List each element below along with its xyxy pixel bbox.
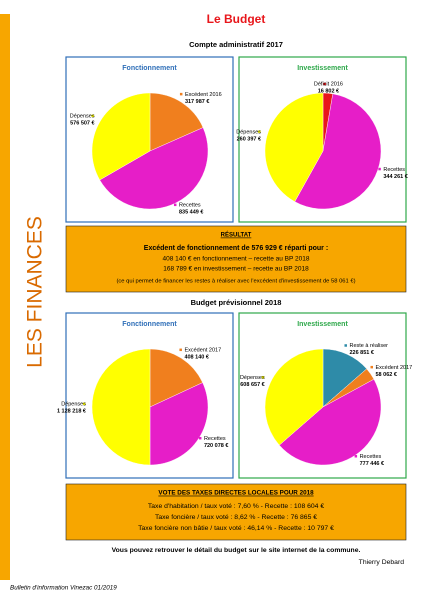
tax-line: Taxe d'habitation / taux voté : 7,60 % -… <box>148 503 324 510</box>
chart-title: Fonctionnement <box>122 321 177 328</box>
bulletin: Bulletin d'information Vinezac 01/2019 <box>10 585 117 592</box>
slice-value: 260 397 € <box>237 136 261 142</box>
pie-slice <box>149 348 203 408</box>
legend-swatch <box>370 365 374 369</box>
result-title: RÉSULTAT <box>221 231 252 239</box>
legend-swatch <box>83 402 86 405</box>
slice-value: 835 449 € <box>179 210 203 216</box>
slice-value: 58 062 € <box>376 372 397 378</box>
pie-slice <box>264 348 324 446</box>
section-title: Compte administratif 2017 <box>189 40 283 49</box>
legend-swatch <box>198 436 202 440</box>
slice-label: Reste à réaliser <box>349 343 388 349</box>
slice-label: Recettes <box>204 436 226 442</box>
footer-author: Thierry Debard <box>359 559 405 566</box>
footer-note: Vous pouvez retrouver le détail du budge… <box>112 547 361 554</box>
result-box <box>65 225 407 293</box>
side-title: LES FINANCES <box>24 216 47 368</box>
slice-value: 608 657 € <box>240 382 264 388</box>
slice-label: Excédent 2017 <box>184 348 221 354</box>
legend-swatch <box>378 167 381 171</box>
slice-value: 576 507 € <box>70 120 94 126</box>
pie-slice <box>149 92 204 152</box>
slice-label: Recettes <box>360 454 382 460</box>
pie-slice <box>149 382 209 466</box>
legend-swatch <box>173 203 177 207</box>
tax-line: Taxe foncière / taux voté : 8,62 % - Rec… <box>155 514 317 521</box>
result-line: (ce qui permet de financer les restes à … <box>116 279 355 285</box>
chart-box <box>238 312 407 479</box>
pie-slice <box>99 127 209 210</box>
slice-label: Recettes <box>179 203 201 209</box>
result-line: 168 789 € en investissement – recette au… <box>163 266 309 273</box>
chart-box <box>238 56 407 223</box>
tax-box <box>65 483 407 541</box>
slice-value: 408 140 € <box>184 355 208 361</box>
section-title: Budget prévisionnel 2018 <box>191 298 282 307</box>
slice-label: Excédent 2016 <box>185 92 222 98</box>
legend-swatch <box>179 92 183 96</box>
pie-slice <box>279 378 382 466</box>
slice-value: 344 261 € <box>383 174 407 180</box>
chart-title: Investissement <box>297 65 348 72</box>
side-bar <box>0 14 10 580</box>
tax-title: VOTE DES TAXES DIRECTES LOCALES POUR 201… <box>158 490 314 497</box>
slice-label: Dépenses <box>240 375 265 381</box>
slice-label: Excédent 2017 <box>376 365 413 371</box>
slice-value: 226 851 € <box>349 350 373 356</box>
slice-label: Recettes <box>383 167 405 173</box>
slice-value: 720 078 € <box>204 443 228 449</box>
legend-swatch <box>258 130 261 133</box>
legend-swatch <box>179 348 182 352</box>
result-line: 408 140 € en fonctionnement – recette au… <box>163 256 310 263</box>
slice-value: 777 446 € <box>360 461 384 467</box>
chart-title: Fonctionnement <box>122 65 177 72</box>
pie-slice <box>294 93 382 210</box>
legend-swatch <box>354 455 358 458</box>
result-line: Excédent de fonctionnement de 576 929 € … <box>144 245 328 252</box>
slice-label: Dépenses <box>70 113 95 119</box>
pie-slice <box>91 92 151 181</box>
slice-value: 16 802 € <box>318 89 339 95</box>
legend-swatch <box>323 82 326 86</box>
tax-line: Taxe foncière non bâtie / taux voté : 46… <box>138 525 334 532</box>
slice-label: Dépenses <box>61 401 86 407</box>
slice-value: 317 987 € <box>185 99 209 105</box>
chart-box <box>65 56 234 223</box>
legend-swatch <box>344 344 347 347</box>
slice-value: 1 128 218 € <box>57 408 86 414</box>
chart-box <box>65 312 234 479</box>
legend-swatch <box>261 376 265 379</box>
chart-title: Investissement <box>297 321 348 328</box>
legend-swatch <box>91 114 95 117</box>
slice-label: Déficit 2016 <box>314 82 343 88</box>
slice-label: Dépenses <box>236 129 261 135</box>
page-title: Le Budget <box>207 12 266 26</box>
pie-slice <box>91 348 151 466</box>
pie-slice <box>264 92 324 202</box>
